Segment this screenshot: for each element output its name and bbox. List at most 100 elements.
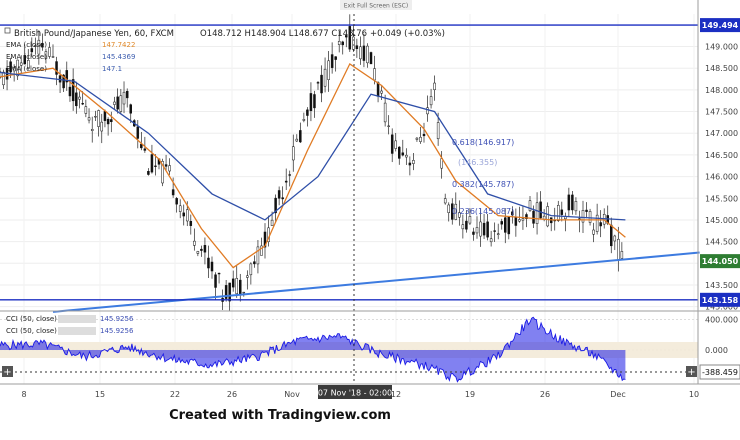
candle-body	[84, 106, 88, 114]
candle-body	[154, 165, 157, 167]
candle-body	[408, 162, 412, 166]
candle-body	[482, 222, 486, 236]
candle-body	[113, 101, 116, 105]
cci-label-1: CCI (50, close)	[6, 315, 57, 323]
candle-body	[97, 110, 100, 127]
candle-body	[345, 35, 348, 38]
candle-body	[274, 197, 277, 214]
candle-body	[150, 154, 154, 173]
ohlc-values: O148.712 H148.904 L148.677 C148.76	[200, 29, 367, 39]
candle-body	[535, 202, 539, 224]
candle-body	[116, 96, 119, 110]
cci-line	[0, 316, 626, 383]
candle-body	[387, 125, 390, 127]
candle-body	[394, 140, 397, 149]
candle-body	[100, 121, 104, 132]
candle-body	[30, 48, 34, 53]
candle-body	[78, 96, 81, 100]
time-tick-label: 12	[391, 390, 401, 399]
candle-body	[125, 90, 129, 99]
collapse-icon[interactable]	[4, 27, 11, 34]
price-badge-box	[700, 254, 740, 269]
candle-body	[479, 221, 482, 237]
candle-body	[539, 201, 542, 219]
cci-settings-icons-2[interactable]	[58, 327, 96, 335]
ema-slow-line	[0, 71, 626, 221]
fib-level-label: 0.618(146.917)	[452, 138, 514, 147]
candle-body	[352, 36, 355, 50]
candle-body	[369, 52, 373, 65]
price-tick-label: 146.000	[705, 173, 738, 182]
candle-body	[426, 107, 429, 115]
candle-body	[599, 222, 602, 227]
price-badge: 144.050	[700, 254, 740, 269]
candle-body	[458, 212, 461, 218]
indicator-value: 147.7422	[102, 41, 135, 49]
candle-body	[186, 209, 189, 222]
candle-body	[521, 218, 525, 221]
candle-body	[348, 26, 352, 50]
plus-button-right[interactable]: +	[686, 366, 697, 378]
candle-body	[493, 230, 496, 232]
candle-body	[337, 41, 341, 45]
candle-body	[292, 146, 295, 161]
candle-body	[246, 275, 249, 278]
candle-body	[147, 171, 150, 175]
time-tick-label: 26	[227, 390, 237, 399]
exit-fullscreen-text: Exit Full Screen (ESC)	[344, 3, 408, 10]
candle-body	[2, 71, 5, 86]
candle-body	[288, 174, 291, 176]
candle-body	[546, 206, 549, 227]
candle-body	[585, 209, 588, 212]
candle-body	[164, 164, 168, 167]
candle-body	[461, 224, 465, 230]
candle-body	[514, 217, 518, 226]
candle-body	[161, 161, 164, 184]
cci-badge-box	[699, 364, 740, 380]
plus-button-left[interactable]: +	[2, 366, 13, 378]
price-badge-text: 144.050	[702, 257, 739, 266]
candle-body	[239, 279, 242, 295]
time-tick-label: Nov	[284, 390, 300, 399]
candle-body	[41, 42, 44, 48]
candle-body	[581, 210, 585, 223]
candle-body	[256, 246, 260, 265]
cci-tick-label: 0.000	[705, 346, 728, 355]
price-tick-label: 148.500	[705, 64, 738, 73]
candle-body	[143, 148, 147, 151]
candle-body	[511, 211, 514, 216]
candle-body	[90, 129, 94, 131]
indicator-value: 145.4369	[102, 53, 135, 61]
candle-body	[103, 111, 107, 121]
candle-body	[175, 198, 178, 205]
price-badge: 149.494	[700, 18, 740, 33]
candle-body	[557, 205, 560, 221]
candle-body	[168, 165, 171, 172]
price-series-layer	[0, 14, 624, 312]
candle-body	[309, 93, 313, 112]
candle-body	[19, 62, 23, 66]
candle-body	[390, 134, 394, 154]
fib-level-label: 0.236(145.087)	[452, 207, 514, 216]
candle-body	[12, 67, 16, 72]
candle-body	[620, 251, 624, 259]
cci-settings-icons[interactable]	[58, 315, 96, 323]
exit-fullscreen-hint[interactable]: Exit Full Screen (ESC)	[340, 0, 412, 10]
caption: Created with Tradingview.com	[169, 408, 391, 423]
price-axis[interactable]: 149.000 148.500 148.000 147.500 147.000 146.5…	[700, 18, 740, 312]
candle-body	[171, 189, 175, 196]
time-axis[interactable]: 8 15 22 26 Nov 12 19 26 Dec 10	[21, 390, 699, 399]
price-change: +0.049 (+0.03%)	[370, 29, 445, 39]
candle-body	[106, 118, 110, 125]
candle-body	[295, 138, 299, 142]
candle-body	[380, 90, 383, 94]
candle-body	[182, 212, 185, 217]
cci-value-2: 145.9256	[100, 327, 134, 335]
candle-body	[518, 219, 521, 222]
overlay-layer: 0.618(146.917) (146.355) 0.382(145.787) 0.2…	[0, 24, 700, 313]
cci-axis[interactable]: 400.000 0.000 -388.459	[699, 316, 740, 380]
cci-fill	[0, 317, 626, 382]
time-tick-label: 8	[21, 390, 26, 399]
time-tick-label: Dec	[610, 390, 625, 399]
